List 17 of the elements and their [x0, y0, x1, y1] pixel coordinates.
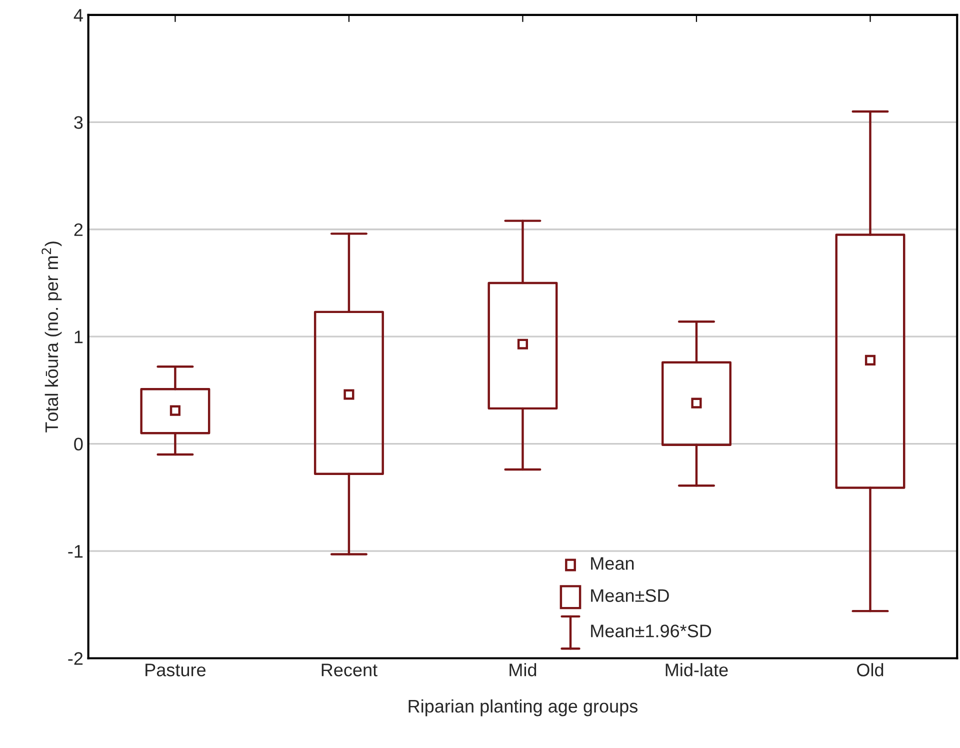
x-tick-label: Pasture — [146, 664, 206, 676]
x-tick-label: Mid-late — [666, 663, 728, 676]
x-tick-label: Old — [857, 663, 884, 676]
annotation: Mean — [591, 557, 634, 570]
x-axis-title: Riparian planting age groups — [408, 699, 638, 716]
annotation: Mean±1.96*SD — [591, 624, 712, 638]
y-tick-label: -2 — [68, 652, 83, 665]
x-tick-label: Mid — [510, 663, 536, 676]
y-tick-label: 2 — [74, 223, 83, 236]
y-tick-label: 0 — [74, 438, 83, 451]
y-tick-label: -1 — [68, 545, 83, 558]
annotation: Mean±SD — [591, 589, 669, 602]
y-tick-label: 1 — [74, 330, 83, 344]
y-axis-title: Total kōura (no. per m$^{2}$) — [42, 242, 62, 432]
x-tick-label: Recent — [322, 664, 378, 676]
y-tick-label: 4 — [74, 9, 83, 22]
y-tick-label: 3 — [74, 116, 83, 129]
